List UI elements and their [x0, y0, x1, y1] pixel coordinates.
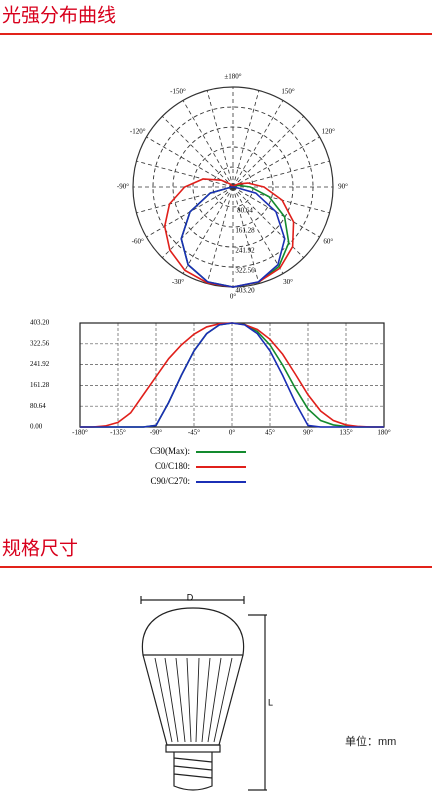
polar-spoke	[162, 116, 234, 188]
y-tick-label: 403.20	[30, 319, 50, 327]
legend-label: C90/C270:	[150, 476, 190, 486]
polar-angle-label: 60°	[323, 238, 333, 246]
y-tick-label: 241.92	[30, 360, 50, 368]
x-tick-label: 45°	[265, 429, 275, 437]
bulb-collar	[165, 744, 221, 753]
dimension-label: D	[187, 592, 194, 602]
x-tick-label: -135°	[110, 429, 126, 437]
polar-angle-label: ±180°	[224, 73, 241, 81]
polar-spoke	[182, 100, 234, 188]
x-tick-label: 135°	[339, 429, 353, 437]
y-tick-label: 0.00	[30, 423, 43, 431]
x-tick-label: 90°	[303, 429, 313, 437]
heat-fins	[154, 657, 233, 743]
polar-radius-label: 322.56	[235, 267, 255, 275]
polar-spoke	[206, 186, 234, 284]
divider	[0, 33, 432, 35]
polar-grid-ring	[212, 166, 254, 208]
polar-spoke	[232, 116, 304, 188]
unit-note: 单位：mm	[345, 734, 396, 748]
polar-spoke	[232, 186, 304, 258]
polar-spoke	[182, 186, 234, 274]
polar-angle-label: -30°	[172, 278, 184, 286]
polar-spoke	[232, 90, 260, 188]
legend-label: C30(Max):	[150, 446, 190, 456]
polar-angle-label: 30°	[283, 278, 293, 286]
polar-spoke	[146, 136, 234, 188]
x-tick-label: -90°	[150, 429, 162, 437]
section-title: 光强分布曲线	[2, 5, 116, 27]
divider	[0, 566, 432, 568]
section-title: 规格尺寸	[2, 538, 78, 560]
polar-angle-label: -60°	[132, 238, 144, 246]
polar-angle-label: -90°	[117, 183, 129, 191]
polar-grid-ring	[192, 146, 274, 228]
polar-spoke	[232, 186, 284, 274]
polar-radius-label: 241.92	[235, 247, 255, 255]
bulb-drawing	[140, 596, 267, 791]
screw-base	[173, 752, 213, 791]
polar-curve	[180, 186, 286, 288]
polar-angle-label: 120°	[322, 128, 336, 136]
x-tick-label: 180°	[377, 429, 391, 437]
polar-spoke	[232, 186, 260, 284]
polar-angle-label: 150°	[281, 87, 295, 95]
bulb-body	[142, 654, 244, 746]
dimension-label: L	[268, 697, 273, 707]
polar-angle-label: -150°	[170, 87, 186, 95]
curve	[80, 322, 384, 428]
polar-spoke	[206, 90, 234, 188]
bulb-dome	[141, 607, 245, 656]
polar-spoke	[136, 160, 234, 188]
polar-angle-label: 0°	[230, 293, 237, 301]
polar-spoke	[232, 100, 284, 188]
polar-radius-label: 80.64	[237, 207, 253, 215]
polar-radius-label: 403.20	[235, 287, 255, 295]
x-tick-label: -45°	[188, 429, 200, 437]
y-tick-label: 161.28	[30, 381, 50, 389]
polar-angle-label: -120°	[130, 128, 146, 136]
polar-spoke	[232, 136, 320, 188]
x-tick-label: -180°	[72, 429, 88, 437]
y-tick-label: 80.64	[30, 402, 46, 410]
y-tick-label: 322.56	[30, 339, 50, 347]
legend-label: C0/C180:	[155, 461, 190, 471]
polar-radius-label: 161.28	[235, 227, 255, 235]
polar-angle-label: 90°	[338, 183, 348, 191]
x-tick-label: 0°	[229, 429, 236, 437]
polar-spoke	[162, 186, 234, 258]
